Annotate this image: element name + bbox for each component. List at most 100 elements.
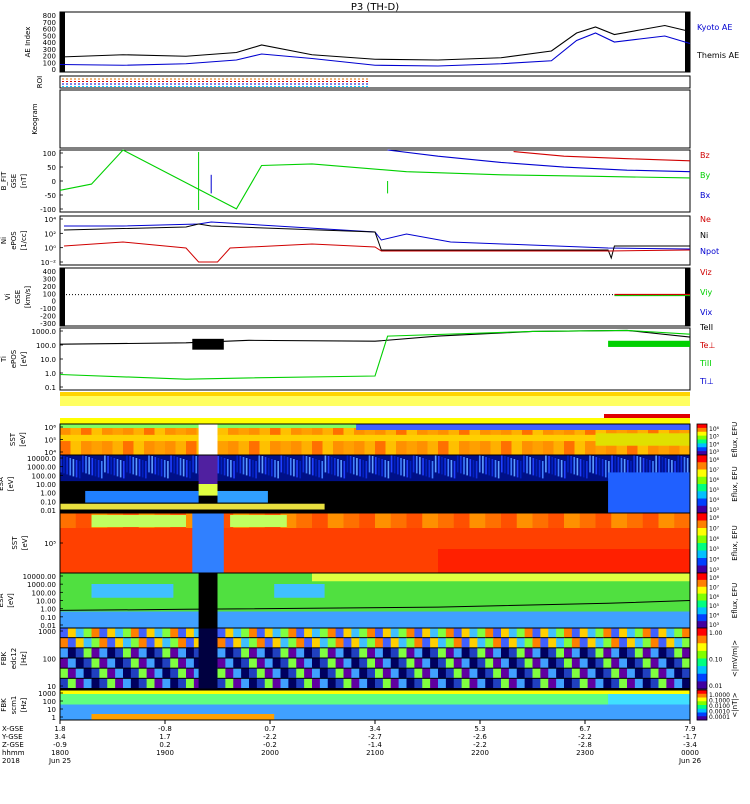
- fbk1-cell: [548, 678, 557, 688]
- spec2-speck: [368, 455, 371, 473]
- colorbar-tick: 10³: [709, 567, 720, 574]
- velocity-legend: Vix: [700, 308, 713, 317]
- fbk1-cell: [107, 648, 116, 658]
- fbk1-cell: [91, 628, 100, 638]
- colorbar-frame: [696, 689, 708, 721]
- fbk1-cell: [477, 678, 486, 688]
- fbk1-cell: [634, 628, 644, 638]
- spec2-speck: [362, 460, 364, 478]
- spec2-speck: [286, 457, 289, 475]
- spec1-band: [81, 424, 92, 435]
- fbk1-cell: [579, 658, 589, 668]
- footer-value: -2.2: [263, 733, 277, 741]
- spec2-speck: [387, 461, 390, 479]
- footer-value: 2100: [366, 749, 384, 757]
- spec2-speck: [107, 456, 109, 474]
- colorbar-cell: [697, 427, 707, 433]
- fbk1-cell: [123, 678, 132, 688]
- spec1-band: [186, 441, 197, 455]
- fbk1-cell: [83, 678, 92, 688]
- footer-value: 1900: [156, 749, 174, 757]
- spec1-band: [291, 424, 302, 435]
- y-axis-label: [Hz]: [20, 651, 28, 666]
- y-axis-label: [eV]: [7, 593, 15, 608]
- spec1-band: [301, 424, 313, 435]
- spec2-speck: [390, 455, 393, 473]
- spec1-band: [637, 441, 649, 455]
- spec3-band: [406, 513, 423, 528]
- spec1-band: [186, 424, 197, 435]
- fbk1-cell: [146, 658, 155, 668]
- bfit-series-1: [59, 149, 691, 210]
- spec1-band: [669, 441, 680, 455]
- spec2-speck: [573, 457, 576, 475]
- colorbar-label: Eflux, EFU: [731, 583, 739, 618]
- fbk1-cell: [382, 678, 392, 688]
- spec2-speck: [649, 460, 651, 478]
- colorbar-tick: 10⁷: [709, 584, 720, 591]
- fbk1-cell: [217, 628, 226, 638]
- fbk1-cell: [83, 628, 92, 638]
- spec1-band: [228, 441, 239, 455]
- spec2-speck: [510, 458, 513, 476]
- colorbar-cell: [697, 681, 707, 690]
- fbk1-cell: [272, 658, 281, 668]
- fbk1-cell: [375, 638, 384, 648]
- spec1-band: [448, 441, 460, 455]
- spec2-speck: [163, 460, 166, 478]
- fbk1-cell: [241, 628, 250, 638]
- spec2-speck: [526, 456, 528, 474]
- colorbar-cell: [697, 451, 707, 456]
- spec2-speck: [501, 455, 503, 473]
- colorbar-tick: 10⁸: [709, 457, 720, 464]
- fbk1-cell: [461, 648, 470, 658]
- fbk1-cell: [288, 668, 297, 678]
- fbk1-cell: [154, 628, 163, 638]
- spec1-band: [343, 441, 355, 455]
- fbk1-cell: [469, 668, 478, 678]
- spec2-speck: [160, 459, 163, 477]
- spec3-band: [579, 513, 596, 528]
- spec2-speck: [589, 455, 591, 473]
- spec2-speck: [645, 459, 648, 477]
- spec2-speck: [425, 459, 427, 477]
- fbk1-cell: [682, 668, 691, 678]
- fbk1-cell: [453, 638, 463, 648]
- fbk1-cell: [107, 638, 116, 648]
- colorbar-cell: [697, 543, 707, 551]
- fbk1-cell: [272, 668, 281, 678]
- spec2-speck: [434, 455, 437, 473]
- fbk1-cell: [516, 648, 526, 658]
- fbk1-cell: [319, 668, 329, 678]
- colorbar-cell: [697, 505, 707, 514]
- y-tick-label: 50: [47, 164, 56, 172]
- spec3-green: [230, 515, 287, 527]
- spec2-speck: [639, 457, 642, 475]
- spec1-late: [595, 433, 690, 446]
- footer-value: -0.8: [158, 725, 172, 733]
- spec2-speck: [545, 455, 547, 473]
- fbk1-cell: [493, 668, 502, 678]
- status-bar-yellow-light: [60, 396, 690, 406]
- fbk1-cell: [564, 638, 573, 648]
- y-axis-label: [eV]: [7, 476, 15, 491]
- fbk1-cell: [508, 658, 518, 668]
- spec1-band: [406, 441, 418, 455]
- spec2-speck: [419, 457, 421, 475]
- spec2-speck: [359, 459, 361, 477]
- y-tick-label: 0.01: [40, 622, 56, 630]
- fbk1-cell: [288, 678, 297, 688]
- spec1-band: [112, 424, 124, 435]
- fbk1-cell: [186, 678, 195, 688]
- colorbar-tick: 10⁶: [709, 426, 720, 433]
- spec3-band: [453, 513, 470, 528]
- fbk1-cell: [241, 648, 250, 658]
- fbk1-cell: [146, 638, 155, 648]
- spec1-band: [154, 424, 166, 435]
- colorbar-cell: [697, 491, 707, 499]
- spec2-speck: [179, 458, 182, 476]
- y-axis-label: edc12: [10, 648, 18, 670]
- y-tick-label: 10⁴: [44, 449, 56, 457]
- colorbar-cell: [697, 628, 707, 637]
- bfit-legend: Bz: [700, 151, 710, 160]
